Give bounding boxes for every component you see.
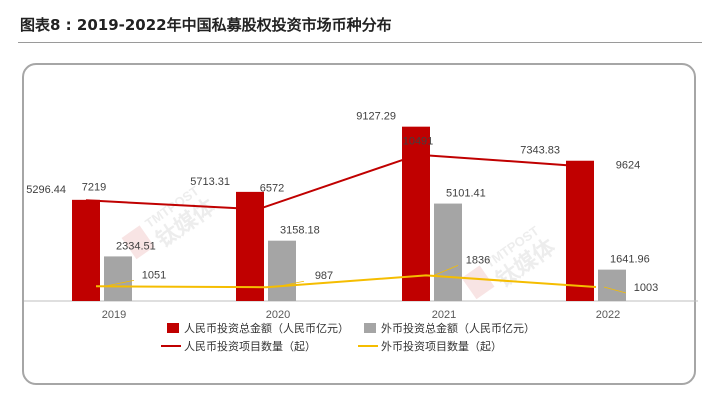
x-tick-label: 2020 bbox=[266, 309, 290, 321]
legend-label: 外币投资项目数量（起） bbox=[381, 339, 502, 353]
x-tick-label: 2019 bbox=[102, 309, 126, 321]
legend-label: 人民币投资项目数量（起） bbox=[184, 339, 316, 353]
bar-data-label: 2334.51 bbox=[116, 240, 156, 252]
line-data-label: 6572 bbox=[260, 182, 284, 194]
watermark-logo-mark bbox=[461, 265, 495, 300]
bar-foreign-amount bbox=[104, 256, 132, 301]
bar-foreign-amount bbox=[434, 203, 462, 301]
page-title: 图表8 : 2019-2022年中国私募股权投资市场币种分布 bbox=[20, 16, 392, 34]
watermark: TMTPOST 钛媒体 TMTPOST 钛媒体 bbox=[121, 183, 561, 300]
bar-rmb-amount bbox=[72, 199, 100, 301]
bar-data-label: 5296.44 bbox=[26, 184, 66, 196]
data-label-leader bbox=[433, 265, 459, 276]
plot-area: 5296.44 5713.31 9127.29 7343.83 2334.51 3158.… bbox=[24, 111, 698, 321]
rmb-count-line bbox=[85, 153, 589, 211]
line-data-label: 1051 bbox=[142, 269, 166, 281]
line-data-label: 9624 bbox=[616, 160, 640, 172]
data-label-leader bbox=[603, 286, 627, 294]
bar-data-label: 9127.29 bbox=[356, 111, 396, 123]
bar-data-label: 3158.18 bbox=[280, 225, 320, 237]
bar-data-label: 7343.83 bbox=[520, 145, 560, 157]
line-data-label: 1836 bbox=[466, 254, 490, 266]
line-data-label: 987 bbox=[315, 270, 333, 282]
data-label-leader bbox=[103, 279, 135, 287]
bar-data-label: 5713.31 bbox=[190, 176, 230, 188]
bar-rmb-amount bbox=[236, 191, 264, 301]
data-label-leader bbox=[273, 280, 305, 288]
legend-label: 人民币投资总金额（人民币亿元） bbox=[184, 321, 349, 335]
bar-data-label: 1641.96 bbox=[610, 254, 650, 266]
bar-foreign-amount bbox=[598, 269, 626, 301]
legend-label: 外币投资总金额（人民币亿元） bbox=[381, 321, 535, 335]
title-divider bbox=[18, 42, 702, 43]
line-data-label: 1003 bbox=[634, 282, 658, 294]
bar-data-label: 5101.41 bbox=[446, 188, 486, 200]
x-tick-label: 2021 bbox=[432, 309, 456, 321]
watermark-logo-mark bbox=[121, 225, 155, 260]
legend: 人民币投资总金额（人民币亿元） 外币投资总金额（人民币亿元） 人民币投资项目数量（起… bbox=[161, 321, 535, 353]
line-data-label: 7219 bbox=[82, 181, 106, 193]
x-tick-label: 2022 bbox=[596, 309, 620, 321]
foreign-count-line bbox=[95, 274, 597, 289]
bar-foreign-amount bbox=[268, 240, 296, 301]
chart-card: TMTPOST 钛媒体 TMTPOST 钛媒体 5296.44 5713.31 91… bbox=[22, 63, 698, 385]
legend-swatch bbox=[167, 323, 179, 333]
line-data-label: 10491 bbox=[403, 136, 434, 148]
legend-swatch bbox=[364, 323, 376, 333]
bar-rmb-amount bbox=[566, 160, 594, 301]
combo-chart: TMTPOST 钛媒体 TMTPOST 钛媒体 5296.44 5713.31 91… bbox=[24, 111, 698, 353]
